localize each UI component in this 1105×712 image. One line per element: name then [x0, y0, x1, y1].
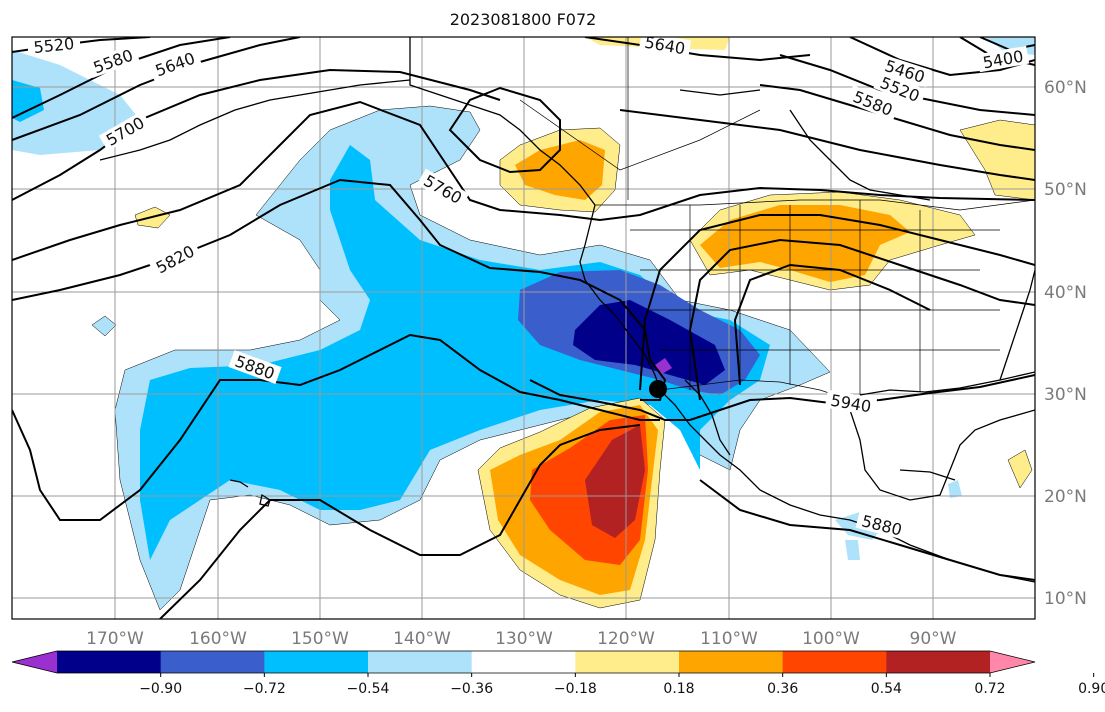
map-title: 2023081800 F072	[450, 10, 597, 29]
latitude-labels: 60°N 50°N 40°N 30°N 20°N 10°N	[1044, 78, 1087, 609]
lat-label: 60°N	[1044, 78, 1087, 98]
contour-low-alaska	[448, 86, 561, 174]
colorbar: −0.90 −0.72 −0.54 −0.36 −0.18 0.18 0.36 0.54 0.7…	[11, 650, 1105, 697]
colorbar-segment	[264, 651, 369, 673]
height-contours	[12, 37, 1035, 619]
lat-label: 50°N	[1044, 180, 1087, 200]
colorbar-segment	[471, 651, 576, 673]
contour-label: 5520	[33, 34, 75, 57]
contour-5880-east	[699, 479, 1035, 581]
colorbar-segment	[575, 651, 680, 673]
gridlines	[12, 37, 1035, 619]
longitude-labels: 170°W 160°W 150°W 140°W 130°W 120°W 110°…	[86, 629, 957, 649]
colorbar-tick-label: 0.18	[663, 681, 694, 697]
colorbar-segment	[57, 651, 162, 673]
lon-label: 160°W	[189, 629, 247, 649]
anomaly-orange-plains	[700, 205, 910, 282]
lat-label: 40°N	[1044, 283, 1087, 303]
contour-5880-main	[12, 333, 660, 521]
political-borders	[519, 37, 1035, 401]
contour-5700	[12, 68, 501, 201]
colorbar-segment	[368, 651, 473, 673]
contour-5640-ne	[584, 37, 811, 62]
anomaly-sky-blue-nw	[12, 80, 44, 122]
colorbar-tick-label: −0.72	[243, 681, 286, 697]
colorbar-outline	[11, 650, 1036, 674]
anomaly-navy	[573, 300, 725, 385]
contour-5760	[12, 100, 1035, 261]
colorbar-tick-label: −0.90	[139, 681, 182, 697]
lon-label: 130°W	[495, 629, 553, 649]
anomaly-sky-blue-pacific	[140, 145, 770, 560]
map-area: 5520 5580 5640 5700 5760 5820 5880 5640 …	[11, 33, 1036, 620]
anomaly-blue-cuba	[948, 480, 962, 498]
anomaly-purple	[655, 358, 672, 374]
colorbar-tick-label: 0.72	[974, 681, 1005, 697]
colorbar-segment	[679, 651, 784, 673]
anomaly-yellow-caribbean	[1007, 449, 1033, 489]
contour-ridge	[529, 374, 1035, 421]
contour-label: 5640	[643, 33, 686, 59]
lon-label: 140°W	[393, 629, 451, 649]
lon-label: 110°W	[700, 629, 758, 649]
lat-label: 30°N	[1044, 385, 1087, 405]
contour-5640-ne-2	[619, 109, 1035, 181]
contour-5940	[688, 238, 1035, 401]
colorbar-extend-low	[12, 651, 57, 673]
lon-label: 120°W	[597, 629, 655, 649]
colorbar-tick-label: −0.36	[450, 681, 493, 697]
contour-ridge-inner	[639, 214, 1035, 391]
contour-5940-inner	[733, 263, 931, 386]
lon-label: 90°W	[910, 629, 957, 649]
contour-5460	[849, 37, 1035, 77]
anomaly-blue-small-pacific	[91, 315, 117, 337]
anomaly-firebrick-epac	[585, 425, 645, 538]
colorbar-segment	[782, 651, 887, 673]
lat-label: 20°N	[1044, 487, 1087, 507]
colorbar-extend-high	[990, 651, 1035, 673]
colorbar-tick-label: 0.36	[767, 681, 798, 697]
colorbar-tick-label: 0.90	[1078, 681, 1105, 697]
anomaly-blue-central-america-2	[845, 540, 860, 560]
colorbar-tick-label: −0.18	[554, 681, 597, 697]
lon-label: 100°W	[802, 629, 860, 649]
lon-label: 150°W	[291, 629, 349, 649]
colorbar-tick-label: 0.54	[871, 681, 902, 697]
anomaly-orange-alaska	[515, 140, 605, 200]
map-frame	[11, 36, 1036, 620]
lon-label: 170°W	[86, 629, 144, 649]
lat-label: 10°N	[1044, 589, 1087, 609]
colorbar-segment	[886, 651, 991, 673]
contour-5580-ne	[759, 84, 1035, 151]
colorbar-tick-label: −0.54	[347, 681, 390, 697]
location-marker	[649, 380, 667, 398]
contour-5880-south	[159, 424, 641, 619]
colorbar-segment	[160, 651, 265, 673]
